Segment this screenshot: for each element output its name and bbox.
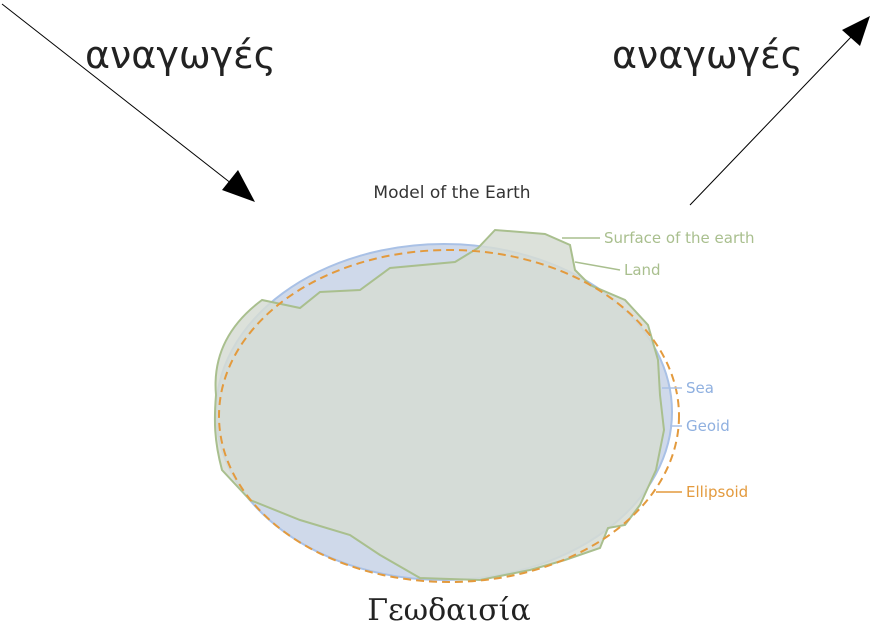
page: αναγωγές αναγωγές Model of the Earth Sur… <box>0 0 872 631</box>
label: Land <box>624 261 661 279</box>
arrow-head <box>222 170 255 202</box>
label: Geoid <box>686 417 730 435</box>
leader <box>575 262 620 270</box>
caption: Γεωδαισία <box>367 593 530 628</box>
diagram-title: Model of the Earth <box>373 183 530 203</box>
left-label: αναγωγές <box>85 33 276 77</box>
label: Surface of the earth <box>604 229 755 247</box>
label: Sea <box>686 379 714 397</box>
label: Ellipsoid <box>686 483 748 501</box>
right-label: αναγωγές <box>612 33 803 77</box>
arrow-line <box>2 4 232 184</box>
